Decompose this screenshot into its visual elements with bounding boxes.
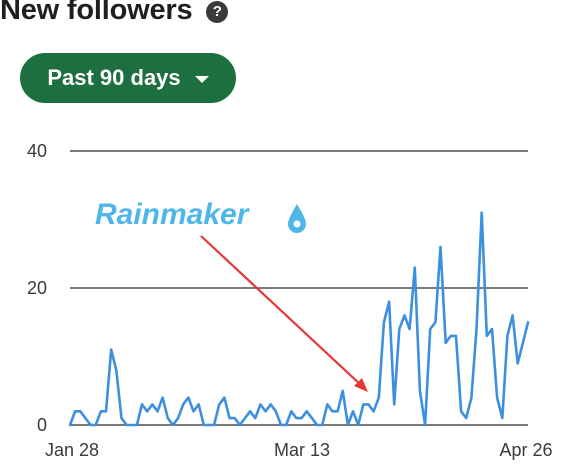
- date-range-label: Past 90 days: [47, 65, 181, 90]
- help-icon[interactable]: ?: [206, 0, 229, 23]
- date-range-dropdown[interactable]: Past 90 days: [20, 53, 236, 103]
- water-drop-icon: [288, 204, 306, 233]
- y-axis-ticks: 0 20 40: [27, 141, 47, 435]
- caret-down-icon: [194, 75, 209, 83]
- x-axis-ticks: Jan 28 Mar 13 Apr 26: [45, 440, 553, 460]
- followers-series-line: [68, 211, 530, 427]
- page-title: New followers: [0, 0, 193, 26]
- watermark-text: Rainmaker: [95, 198, 251, 231]
- watermark: Rainmaker: [95, 198, 306, 233]
- y-tick-label: 40: [27, 141, 47, 161]
- x-tick-label: Apr 26: [499, 440, 552, 460]
- x-tick-label: Jan 28: [45, 440, 99, 460]
- y-tick-label: 20: [27, 278, 47, 298]
- y-tick-label: 0: [37, 415, 47, 435]
- chart-grid: [70, 150, 528, 426]
- x-tick-label: Mar 13: [274, 440, 330, 460]
- title-row: New followers ?: [0, 0, 229, 27]
- annotation-arrow: [200, 235, 368, 392]
